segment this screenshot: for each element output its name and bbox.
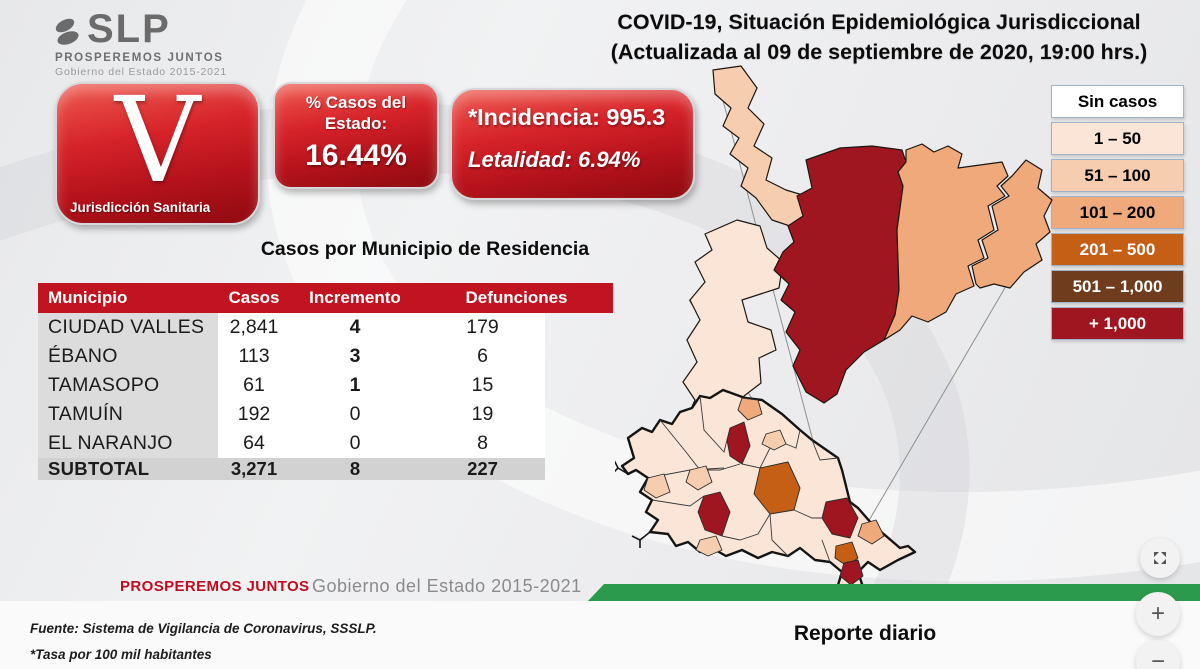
choropleth-maps: [615, 65, 1053, 598]
cell-municipio: SUBTOTAL: [38, 458, 218, 480]
cell-casos: 61: [218, 371, 290, 400]
lethality-value: Letalidad: 6.94%: [468, 147, 641, 172]
map-region-ciudad-valles: [773, 145, 907, 404]
bottom-band: [0, 601, 1200, 669]
cell-incremento: 8: [290, 458, 420, 480]
jurisdiction-map: [682, 65, 1053, 463]
state-municipality-patches: [643, 397, 885, 586]
pct-label-line1: % Casos del: [305, 93, 407, 112]
incidence-value: *Incidencia: 995.3: [468, 104, 666, 130]
slp-logo-icon: [53, 15, 81, 50]
pct-value: 16.44%: [305, 139, 407, 173]
zoom-in-button[interactable]: +: [1136, 592, 1180, 636]
source-line2: *Tasa por 100 mil habitantes: [30, 646, 212, 662]
col-casos: Casos: [228, 288, 280, 307]
green-accent-bar: [588, 584, 1200, 601]
cell-incremento: 3: [290, 342, 420, 371]
source-note: Fuente: Sistema de Vigilancia de Coronav…: [30, 616, 377, 667]
cell-casos: 64: [218, 429, 290, 458]
table-row: ÉBANO 113 3 6: [38, 342, 545, 371]
cell-defunciones: 15: [420, 371, 545, 400]
cell-defunciones: 8: [420, 429, 545, 458]
jurisdiction-label: Jurisdicción Sanitaria: [70, 200, 211, 215]
cell-casos: 3,271: [218, 458, 290, 480]
logo-subtitle: Gobierno del Estado 2015-2021: [55, 66, 228, 78]
col-defunciones: Defunciones: [465, 288, 568, 307]
table-body: CIUDAD VALLES 2,841 4 179 ÉBANO 113 3 6 TAMASOPO…: [38, 313, 613, 480]
table-row: EL NARANJO 64 0 8: [38, 429, 545, 458]
cell-municipio: TAMUÍN: [38, 400, 218, 429]
plus-icon: +: [1150, 600, 1165, 627]
report-type-label: Reporte diario: [793, 622, 937, 645]
source-line1: Fuente: Sistema de Vigilancia de Coronav…: [30, 621, 377, 636]
map-legend: Sin casos 1 – 50 51 – 100 101 – 200 201 – 50…: [1051, 85, 1184, 344]
minus-icon: −: [1150, 648, 1165, 669]
map-region-el-naranjo: [712, 65, 813, 228]
cell-incremento: 1: [290, 371, 420, 400]
legend-item-3: 101 – 200: [1051, 196, 1184, 229]
cell-municipio: EL NARANJO: [38, 429, 218, 458]
cell-incremento: 0: [290, 400, 420, 429]
jurisdiction-number: V: [114, 71, 201, 209]
legend-item-4: 201 – 500: [1051, 233, 1184, 266]
cell-defunciones: 227: [420, 458, 545, 480]
cell-municipio: TAMASOPO: [38, 371, 218, 400]
cell-municipio: CIUDAD VALLES: [38, 313, 218, 342]
jurisdiction-badge: V Jurisdicción Sanitaria: [55, 71, 260, 225]
logo-brand: SLP: [87, 7, 171, 51]
cell-defunciones: 19: [420, 400, 545, 429]
map-region-tamuin: [883, 143, 1009, 341]
table-header-row: Municipio Casos Incremento Defunciones: [38, 283, 613, 313]
cell-casos: 113: [218, 342, 290, 371]
page-title: COVID-19, Situación Epidemiológica Juris…: [560, 8, 1198, 67]
cell-casos: 2,841: [218, 313, 290, 342]
cell-defunciones: 6: [420, 342, 545, 371]
table-title: Casos por Municipio de Residencia: [260, 238, 590, 260]
fit-screen-button[interactable]: [1140, 538, 1180, 578]
state-map: [615, 388, 917, 598]
legend-item-5: 501 – 1,000: [1051, 270, 1184, 303]
cell-incremento: 4: [290, 313, 420, 342]
logo-tagline: PROSPEREMOS JUNTOS: [55, 52, 224, 64]
state-percentage-badge: % Casos del Estado: 16.44%: [273, 82, 439, 189]
title-line1: COVID-19, Situación Epidemiológica Juris…: [617, 10, 1141, 34]
col-municipio: Municipio: [48, 288, 128, 307]
cell-casos: 192: [218, 400, 290, 429]
legend-item-6: + 1,000: [1051, 307, 1184, 340]
table-row: TAMASOPO 61 1 15: [38, 371, 545, 400]
footer-brand: PROSPEREMOS JUNTOS: [120, 578, 310, 595]
state-logo: SLP PROSPEREMOS JUNTOS Gobierno del Esta…: [53, 7, 228, 78]
table-row: CIUDAD VALLES 2,841 4 179: [38, 313, 545, 342]
legend-item-2: 51 – 100: [1051, 159, 1184, 192]
cell-incremento: 0: [290, 429, 420, 458]
title-line2: (Actualizada al 09 de septiembre de 2020…: [610, 39, 1148, 64]
state-border-tails: [615, 460, 651, 548]
fit-screen-icon: [1154, 552, 1166, 564]
footer-government: Gobierno del Estado 2015-2021: [312, 576, 582, 596]
table-row: TAMUÍN 192 0 19: [38, 400, 545, 429]
cell-defunciones: 179: [420, 313, 545, 342]
legend-item-1: 1 – 50: [1051, 122, 1184, 155]
table-subtotal-row: SUBTOTAL 3,271 8 227: [38, 458, 545, 480]
legend-item-0: Sin casos: [1051, 85, 1184, 118]
incidence-badge: *Incidencia: 995.3 Letalidad: 6.94%: [450, 88, 695, 200]
col-incremento: Incremento: [309, 288, 401, 307]
municipal-borders: [647, 395, 839, 563]
cases-table: Municipio Casos Incremento Defunciones C…: [38, 283, 613, 480]
map-region-ebano: [971, 159, 1053, 289]
cell-municipio: ÉBANO: [38, 342, 218, 371]
pct-label-line2: Estado:: [324, 113, 388, 133]
zoom-out-button[interactable]: −: [1136, 640, 1180, 669]
